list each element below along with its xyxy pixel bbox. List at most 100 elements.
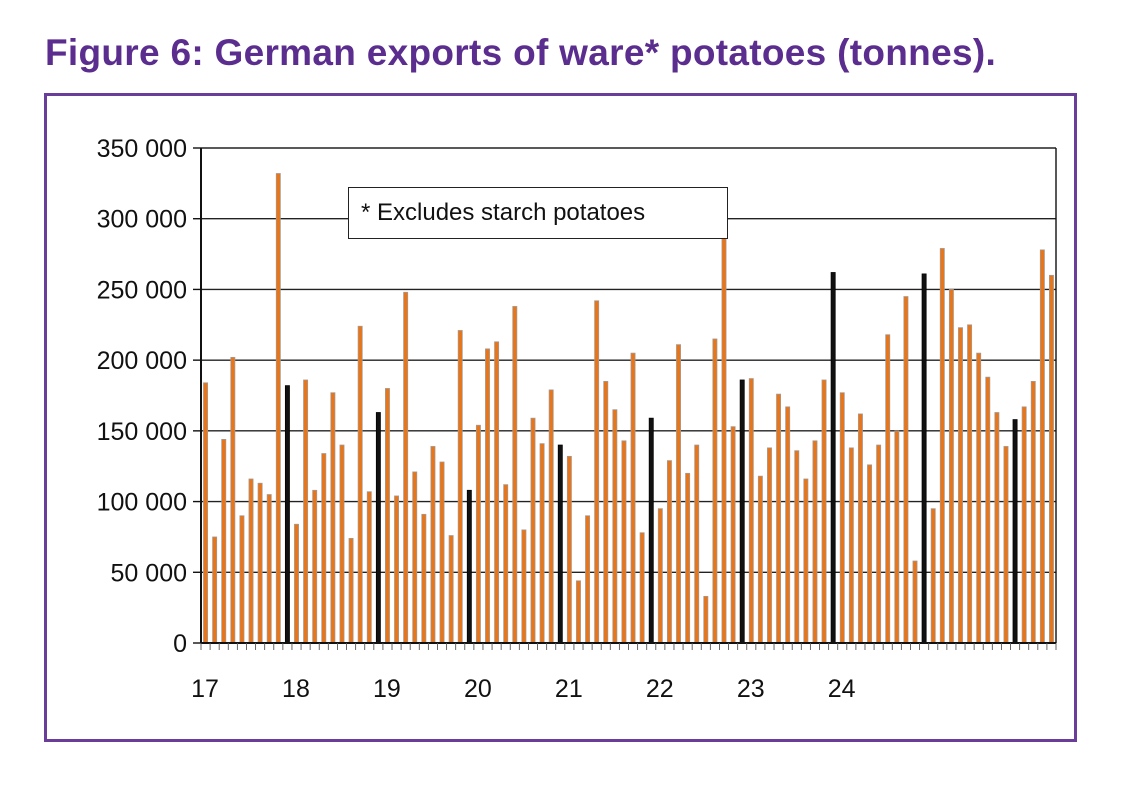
x-tick-label: 23 — [737, 675, 765, 703]
bar — [912, 560, 918, 644]
bar — [848, 447, 854, 644]
bar — [485, 348, 490, 644]
bar — [457, 330, 463, 644]
bar — [712, 338, 718, 644]
bar — [275, 173, 281, 644]
bar — [603, 381, 609, 644]
bar — [630, 352, 636, 644]
bar — [1003, 446, 1009, 644]
bar — [203, 382, 208, 644]
bar — [894, 430, 900, 644]
y-tick-label: 100 000 — [97, 489, 187, 517]
bar — [394, 495, 400, 644]
bar — [767, 447, 772, 644]
bar — [666, 460, 672, 644]
bar — [885, 334, 891, 644]
x-tick-labels: 17 18 19 20 21 22 23 24 — [191, 675, 856, 703]
bar — [748, 378, 754, 644]
bar — [294, 523, 299, 644]
bar — [676, 344, 681, 644]
bar — [1030, 381, 1036, 644]
bar-year-end — [375, 412, 381, 644]
bar — [867, 464, 872, 644]
bar — [312, 489, 318, 644]
bar — [266, 494, 272, 644]
bar — [657, 508, 663, 644]
bar-year-end — [921, 273, 927, 644]
x-tick-label: 18 — [282, 675, 310, 703]
y-tick-label: 200 000 — [97, 347, 187, 375]
bar — [439, 461, 445, 644]
bar-year-end — [557, 444, 563, 644]
bar — [1049, 274, 1054, 644]
y-tick-label: 0 — [173, 630, 187, 658]
bar — [794, 450, 800, 644]
bar — [585, 515, 591, 644]
bar — [721, 236, 727, 644]
y-tick-label: 300 000 — [97, 206, 187, 234]
bar — [548, 389, 554, 644]
figure-title: Figure 6: German exports of ware* potato… — [45, 32, 997, 73]
bar — [694, 444, 700, 644]
bar — [339, 444, 345, 644]
bar — [857, 413, 863, 644]
bar-year-end — [830, 272, 836, 644]
bar — [930, 508, 936, 644]
bar — [757, 475, 763, 644]
x-tick-label: 24 — [828, 675, 856, 703]
y-tick-label: 250 000 — [97, 276, 187, 304]
x-tick-label: 21 — [555, 675, 583, 703]
bar — [785, 406, 791, 644]
bar — [876, 444, 882, 644]
bar — [958, 327, 963, 644]
bar — [639, 532, 645, 644]
bar — [357, 325, 363, 644]
bar — [776, 393, 782, 644]
bar — [366, 491, 372, 644]
chart-frame — [44, 93, 1077, 742]
bar — [330, 392, 336, 644]
bar — [976, 352, 982, 644]
y-tick-label: 350 000 — [97, 135, 187, 163]
bar — [403, 291, 409, 644]
bar — [903, 296, 909, 644]
bar — [994, 412, 1000, 644]
bar — [594, 300, 600, 644]
bar — [685, 472, 691, 644]
bar — [521, 529, 527, 644]
bar — [448, 535, 454, 644]
bar — [257, 482, 263, 644]
bar-year-end — [284, 385, 290, 644]
bar-year-end — [466, 489, 472, 644]
bar — [967, 324, 973, 644]
bar — [321, 453, 327, 644]
bar-year-end — [1012, 419, 1018, 644]
bar — [612, 409, 618, 644]
bar — [530, 417, 536, 644]
bar — [948, 289, 954, 644]
bar — [303, 379, 309, 644]
bar — [385, 388, 390, 644]
bar — [985, 376, 991, 644]
bar — [421, 513, 427, 644]
bar — [730, 426, 736, 644]
bar — [703, 595, 709, 644]
x-tick-label: 22 — [646, 675, 674, 703]
bar — [494, 341, 500, 644]
x-tick-label: 17 — [191, 675, 219, 703]
bar — [803, 478, 809, 644]
bar — [239, 515, 245, 644]
bar-year-end — [739, 379, 745, 644]
bar — [512, 306, 518, 644]
bar — [412, 471, 418, 644]
bar — [248, 478, 254, 644]
bar — [821, 379, 827, 644]
bar — [212, 536, 218, 644]
chart-note: * Excludes starch potatoes — [348, 187, 728, 239]
bar — [812, 440, 818, 644]
bar — [475, 424, 481, 644]
bar — [576, 580, 581, 644]
bar — [221, 438, 227, 644]
bar — [1039, 249, 1045, 644]
